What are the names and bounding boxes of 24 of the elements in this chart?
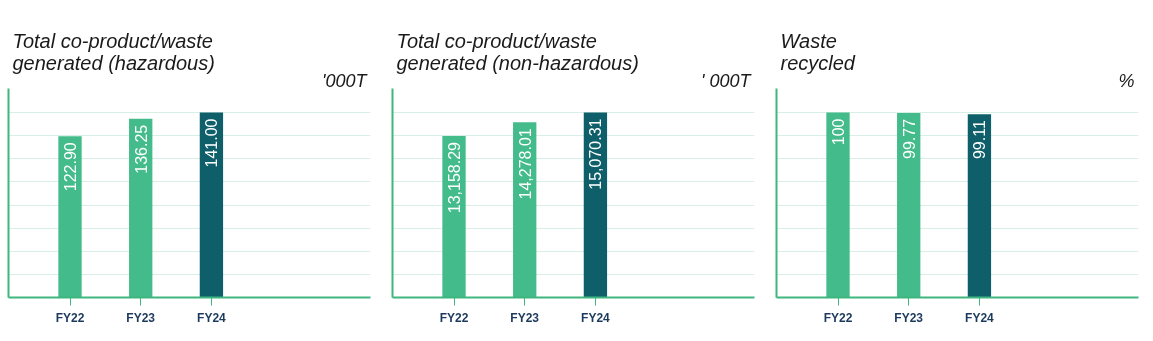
x-tick-label: FY22 xyxy=(439,310,469,325)
chart-title: Total co-product/waste generated (non-hazardous) xyxy=(396,29,639,74)
x-tick-label: FY24 xyxy=(581,310,611,325)
x-tick-label: FY24 xyxy=(965,310,995,325)
x-tick-label: FY23 xyxy=(126,310,156,325)
x-tick-label: FY22 xyxy=(55,310,85,325)
x-tick-label: FY22 xyxy=(823,310,853,325)
text: '000T xyxy=(322,70,369,91)
text: ' 000T xyxy=(701,70,753,91)
chart-title: Total co-product/waste generated (hazardous) xyxy=(12,29,215,74)
data-label: 141.00 xyxy=(203,118,221,168)
x-tick-label: FY23 xyxy=(894,310,924,325)
data-label: 99.77 xyxy=(900,118,918,160)
chart-title: Waste recycled xyxy=(780,29,856,74)
data-label: 100 xyxy=(830,118,848,146)
data-label: 14,278.01 xyxy=(516,128,534,200)
data-label: 122.90 xyxy=(62,142,80,192)
data-label: 136.25 xyxy=(132,124,150,174)
data-label: 99.11 xyxy=(971,120,989,160)
data-label: 15,070.31 xyxy=(587,118,605,190)
x-tick-label: FY23 xyxy=(510,310,540,325)
data-label: 13,158.29 xyxy=(446,141,464,214)
x-tick-label: FY24 xyxy=(197,310,227,325)
text: % xyxy=(1118,70,1135,91)
